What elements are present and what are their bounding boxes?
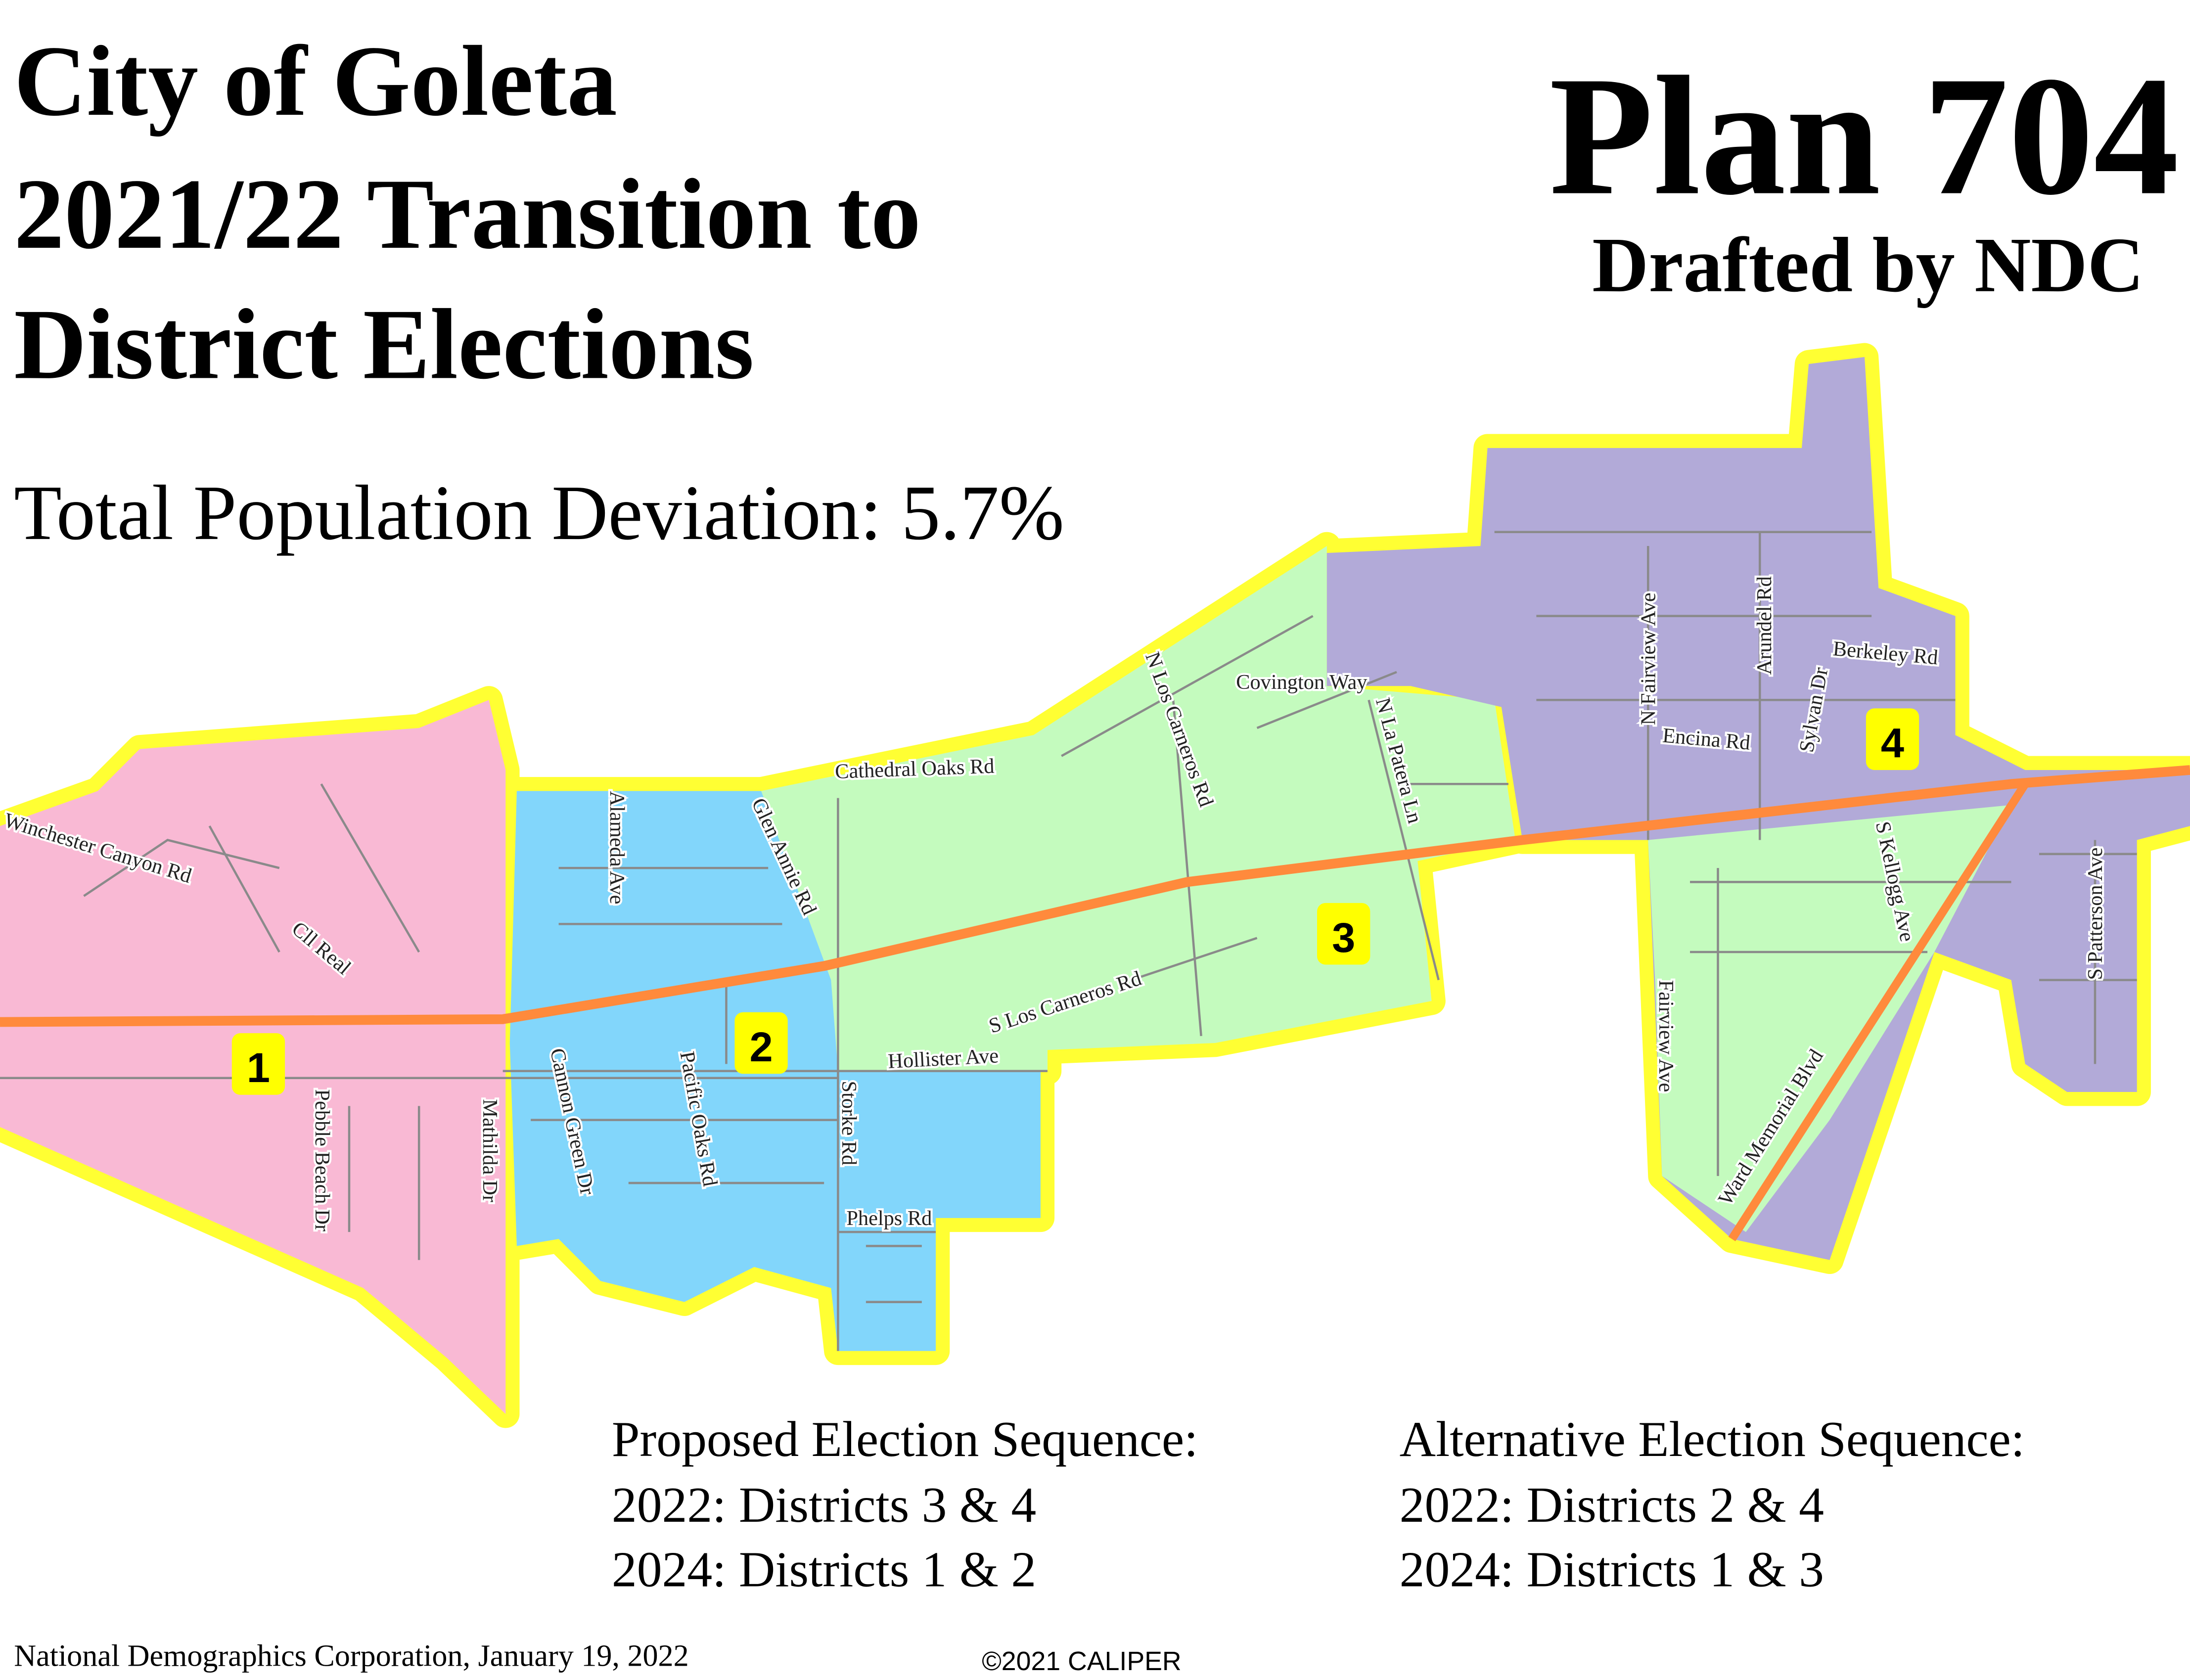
district-label: 1 xyxy=(247,1044,270,1091)
sequence-title: Proposed Election Sequence: xyxy=(612,1411,1198,1467)
street-label: N Fairview Ave xyxy=(1637,592,1660,725)
district-label: 3 xyxy=(1332,914,1355,961)
sequence-line: 2022: Districts 3 & 4 xyxy=(612,1477,1036,1533)
district-badges: 1 2 3 4 xyxy=(231,708,1919,1095)
highway xyxy=(1728,781,2029,1241)
title-line: 2021/22 Transition to xyxy=(14,159,921,270)
street-label: Covington Way xyxy=(1236,671,1368,694)
street-label: Pebble Beach Dr xyxy=(311,1089,334,1231)
deviation: Total Population Deviation: 5.7% xyxy=(14,470,1064,556)
district-label: 2 xyxy=(750,1023,773,1070)
sequence-line: 2024: Districts 1 & 2 xyxy=(612,1542,1036,1597)
highway xyxy=(0,765,2190,1027)
badge xyxy=(1317,903,1370,965)
sequence-title: Alternative Election Sequence: xyxy=(1400,1411,2025,1467)
title-line: District Elections xyxy=(14,289,754,400)
credit: National Demographics Corporation, Janua… xyxy=(14,1639,688,1673)
sequence-line: 2022: Districts 2 & 4 xyxy=(1400,1477,1824,1533)
street-label: S Patterson Ave xyxy=(2084,847,2107,980)
street-label: Arundel Rd xyxy=(1753,576,1776,675)
drafted-by: Drafted by NDC xyxy=(1592,222,2144,309)
street-label: Phelps Rd xyxy=(846,1207,932,1230)
title-line: City of Goleta xyxy=(14,26,617,137)
plan-title: Plan 704 xyxy=(1549,41,2179,230)
street-label: Storke Rd xyxy=(837,1081,861,1165)
street-label: Mathilda Dr xyxy=(478,1099,502,1202)
streets xyxy=(0,531,2137,1351)
badge xyxy=(1866,708,1919,770)
street-label: Alameda Ave xyxy=(605,791,629,904)
street-label: Fairview Ave xyxy=(1654,980,1678,1092)
sequence-line: 2024: Districts 1 & 3 xyxy=(1400,1542,1824,1597)
district-label: 4 xyxy=(1881,719,1904,766)
district-3-east-area xyxy=(1648,805,2011,1232)
badge xyxy=(231,1033,285,1095)
copyright: ©2021 CALIPER xyxy=(982,1646,1181,1676)
badge xyxy=(734,1012,788,1074)
